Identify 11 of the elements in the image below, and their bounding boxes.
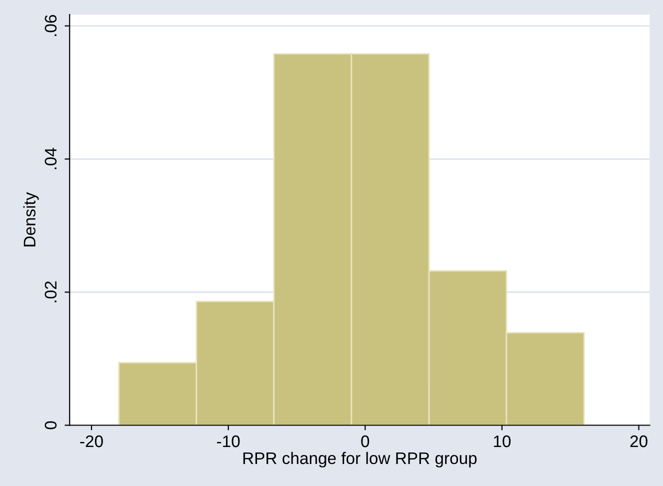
x-tick-label: 10: [494, 435, 511, 448]
y-tick-label: .06: [44, 15, 57, 36]
y-tick-label: .04: [44, 148, 57, 170]
y-axis-title: Density: [23, 192, 39, 246]
x-tick-label: 0: [361, 435, 370, 448]
y-tick-label: 0: [44, 421, 57, 430]
x-tick-label: 20: [630, 435, 648, 448]
y-tick-label: .02: [44, 281, 57, 302]
x-tick-label: -20: [80, 435, 103, 448]
x-tick-label: -10: [217, 435, 240, 448]
x-axis-title: RPR change for low RPR group: [243, 452, 477, 468]
